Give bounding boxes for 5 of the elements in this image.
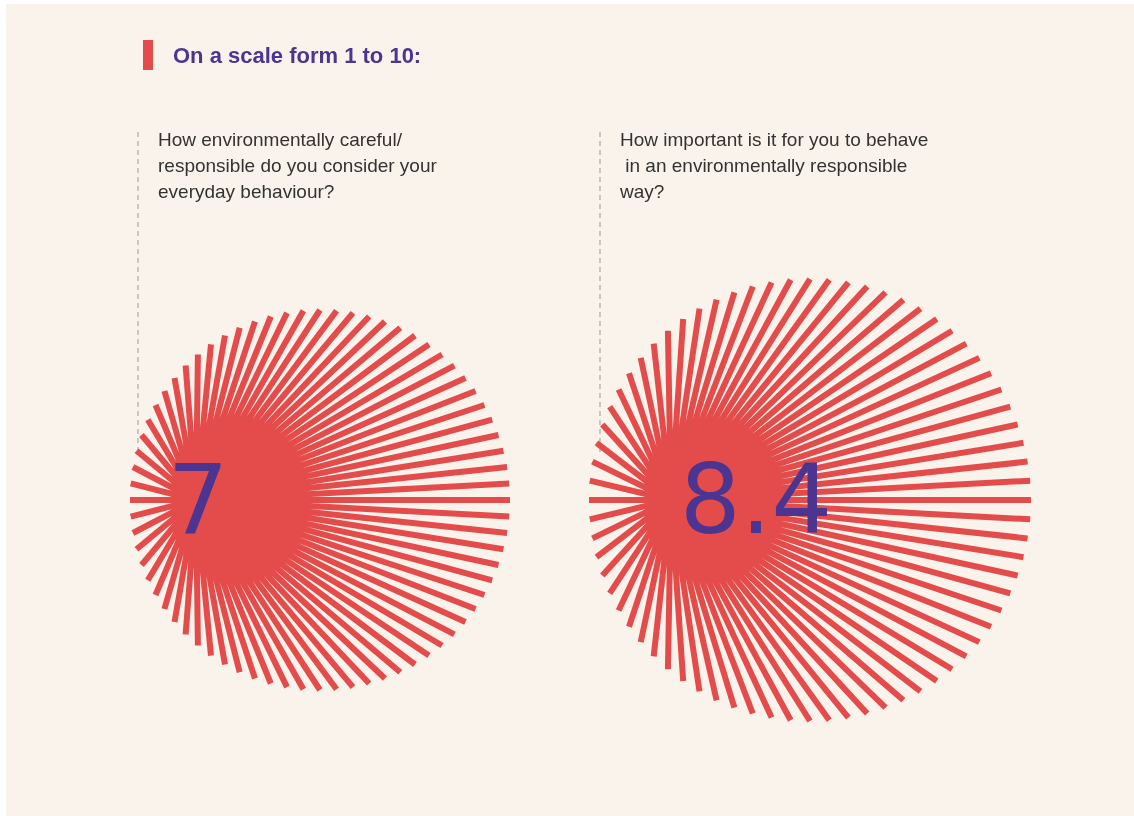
data-label: 8.4 xyxy=(679,444,833,556)
text: On a scale form 1 to 10: xyxy=(173,42,422,68)
data-label: 7 xyxy=(167,444,229,556)
text: How important is it for you to behave in an environmentally responsible way? xyxy=(619,128,929,202)
text: How environmentally careful/ responsible do you consider your everyday behaviour? xyxy=(158,128,443,202)
